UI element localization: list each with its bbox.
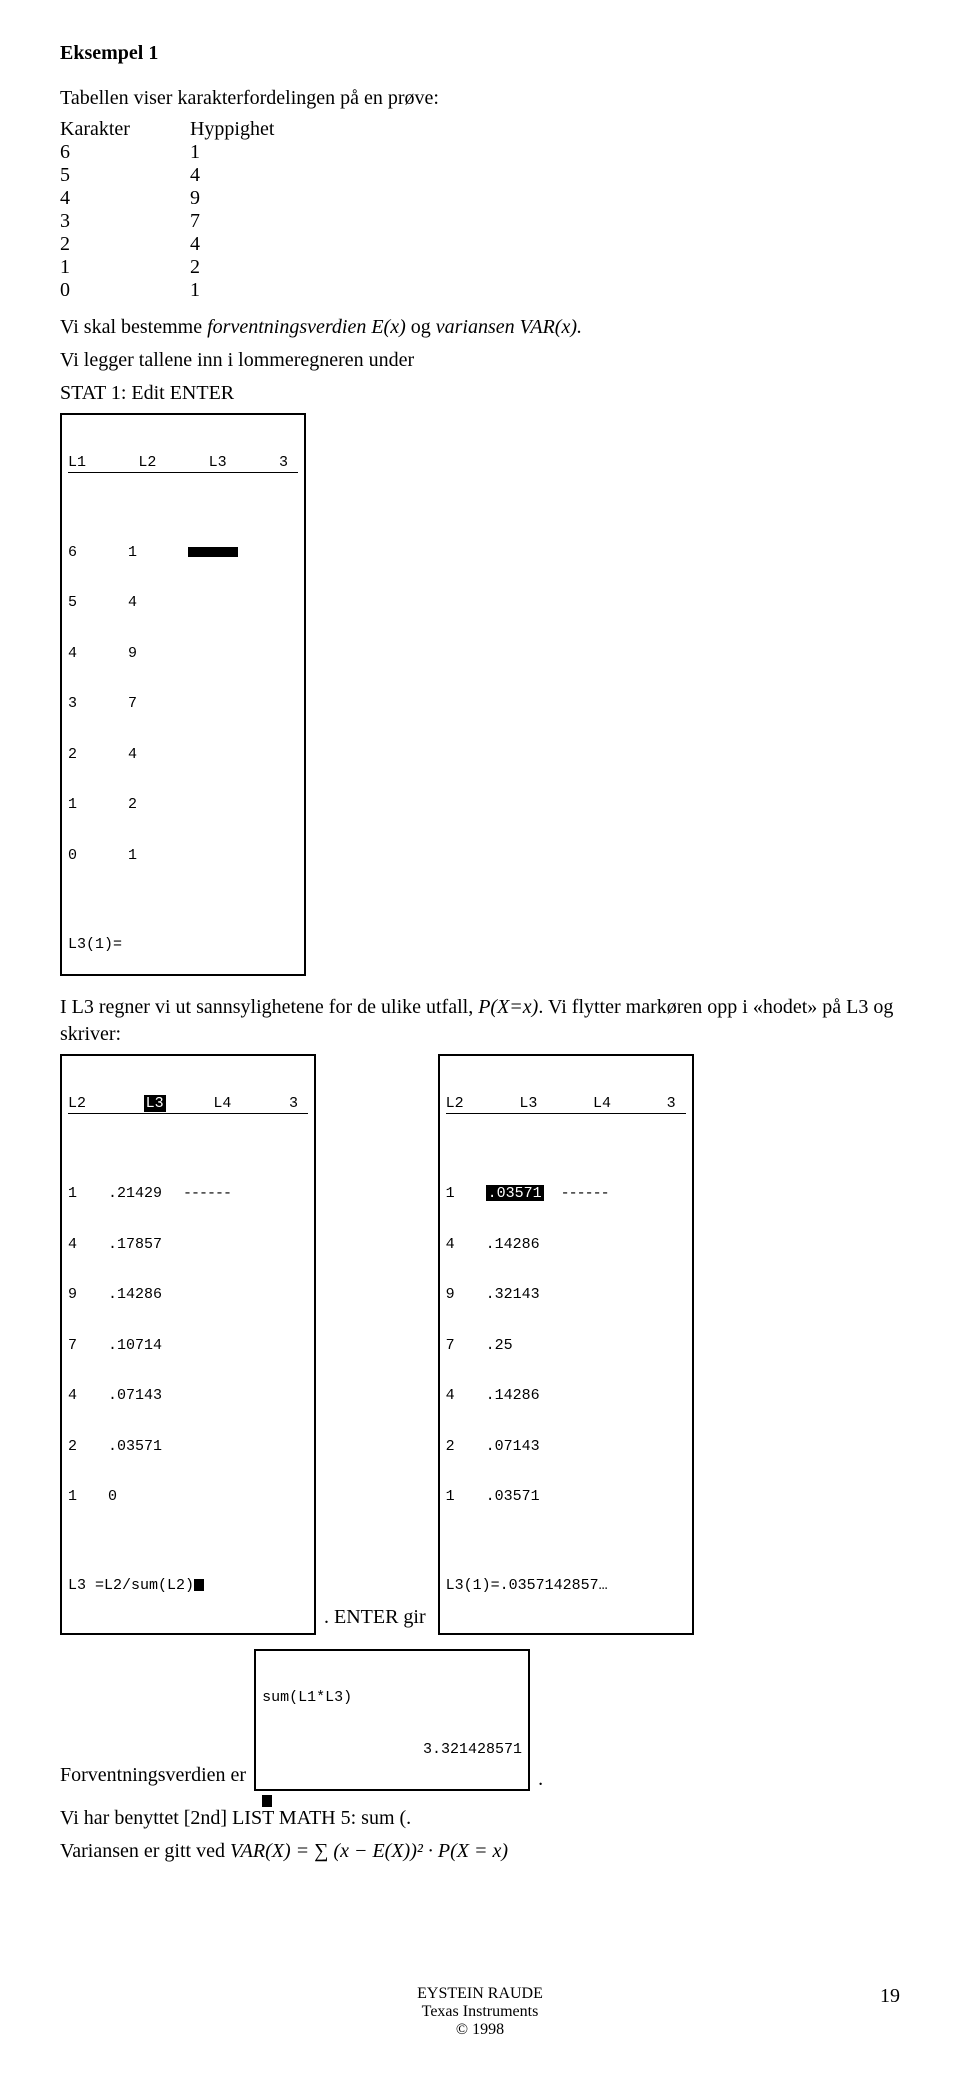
calc-screen-3: L2 L3 L4 3 1 4 9 7 4 2 1 .03571 .14286 .… xyxy=(438,1054,694,1635)
example-title: Eksempel 1 xyxy=(60,40,900,67)
grade-table: Karakter Hyppighet 61 54 49 37 24 12 01 xyxy=(60,118,334,302)
line-stat: STAT 1: Edit ENTER xyxy=(60,380,900,407)
line-legger: Vi legger tallene inn i lommeregneren un… xyxy=(60,347,900,374)
cell: 4 xyxy=(190,164,334,187)
cell: 4 xyxy=(60,187,190,210)
cell: 1 xyxy=(60,256,190,279)
variansen-line: Variansen er gitt ved VAR(X) = ∑ (x − E(… xyxy=(60,1838,900,1865)
cell: 0 xyxy=(60,279,190,302)
cell: 4 xyxy=(190,233,334,256)
cell: 6 xyxy=(60,141,190,164)
cell: 9 xyxy=(190,187,334,210)
th-hyppighet: Hyppighet xyxy=(190,118,334,141)
cell: 1 xyxy=(190,141,334,164)
line-bestemme: Vi skal bestemme forventningsverdien E(x… xyxy=(60,314,900,341)
cell: 7 xyxy=(190,210,334,233)
page-footer: EYSTEIN RAUDE Texas Instruments © 1998 1… xyxy=(60,1985,900,2039)
forventning-label: Forventningsverdien er xyxy=(60,1764,246,1791)
enter-gir-text: . ENTER gir xyxy=(324,1606,430,1635)
cell: 3 xyxy=(60,210,190,233)
period: . xyxy=(538,1768,543,1791)
th-karakter: Karakter xyxy=(60,118,190,141)
cell: 5 xyxy=(60,164,190,187)
cell: 1 xyxy=(190,279,334,302)
line-l3: I L3 regner vi ut sannsylighetene for de… xyxy=(60,994,900,1048)
calc-screen-2: L2 L3 L4 3 1 4 9 7 4 2 1 .21429 .17857 .… xyxy=(60,1054,316,1635)
intro-text: Tabellen viser karakterfordelingen på en… xyxy=(60,85,900,112)
cell: 2 xyxy=(190,256,334,279)
calc-screen-4: sum(L1*L3) 3.321428571 xyxy=(254,1649,530,1791)
calc-screen-1: L1 L2 L3 3 6 5 4 3 2 1 0 1 4 9 7 4 2 1 L… xyxy=(60,413,306,976)
cell: 2 xyxy=(60,233,190,256)
